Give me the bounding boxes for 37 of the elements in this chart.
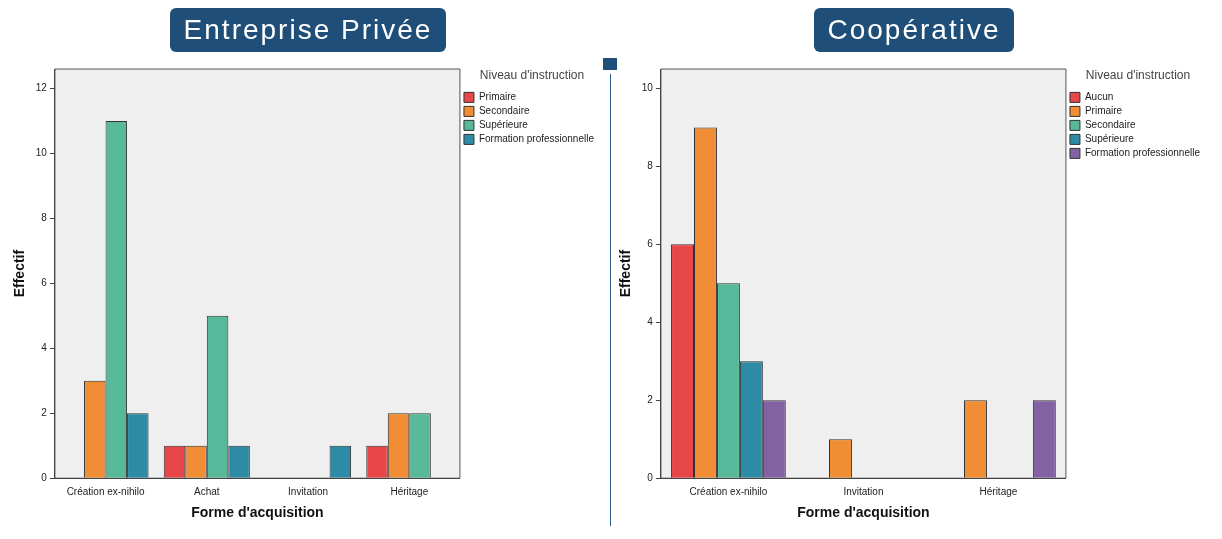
chart-title: Entreprise Privée: [169, 8, 447, 52]
legend-label: Formation professionnelle: [478, 133, 595, 145]
x-tick-label: Héritage: [979, 485, 1018, 497]
y-tick-label: 10: [35, 147, 48, 159]
x-tick-label: Héritage: [390, 485, 429, 497]
legend-label: Secondaire: [1084, 119, 1136, 131]
legend-title: Niveau d'instruction: [479, 68, 585, 83]
legend-label: Secondaire: [478, 105, 530, 117]
legend-label: Supérieure: [1084, 133, 1135, 145]
x-axis-title: Forme d'acquisition: [191, 504, 324, 521]
x-tick-label: Création ex-nihilo: [689, 485, 768, 497]
chart-title: Coopérative: [813, 8, 1015, 52]
y-tick-label: 8: [647, 160, 654, 172]
y-axis-title: Effectif: [11, 249, 28, 298]
x-tick-label: Création ex-nihilo: [66, 485, 145, 497]
y-tick-label: 0: [647, 471, 654, 483]
y-tick-label: 2: [647, 394, 654, 406]
legend-label: Formation professionnelle: [1084, 147, 1201, 159]
y-tick-label: 6: [41, 277, 48, 289]
y-tick-label: 4: [647, 316, 654, 328]
y-tick-label: 12: [35, 82, 48, 94]
x-tick-label: Invitation: [288, 485, 329, 497]
y-tick-label: 2: [41, 407, 48, 418]
y-tick-label: 4: [41, 342, 48, 354]
x-tick-label: Invitation: [843, 485, 884, 497]
x-tick-label: Achat: [194, 485, 220, 497]
y-tick-label: 10: [641, 82, 654, 94]
x-axis-title: Forme d'acquisition: [797, 504, 930, 521]
legend-label: Primaire: [1084, 105, 1123, 117]
y-tick-label: 8: [41, 212, 48, 224]
y-axis-title: Effectif: [617, 249, 634, 298]
legend-label: Primaire: [478, 91, 517, 103]
legend-label: Supérieure: [478, 119, 529, 131]
legend-title: Niveau d'instruction: [1085, 68, 1191, 83]
y-tick-label: 0: [41, 471, 48, 483]
legend-label: Aucun: [1084, 91, 1114, 103]
y-tick-label: 6: [647, 238, 654, 250]
